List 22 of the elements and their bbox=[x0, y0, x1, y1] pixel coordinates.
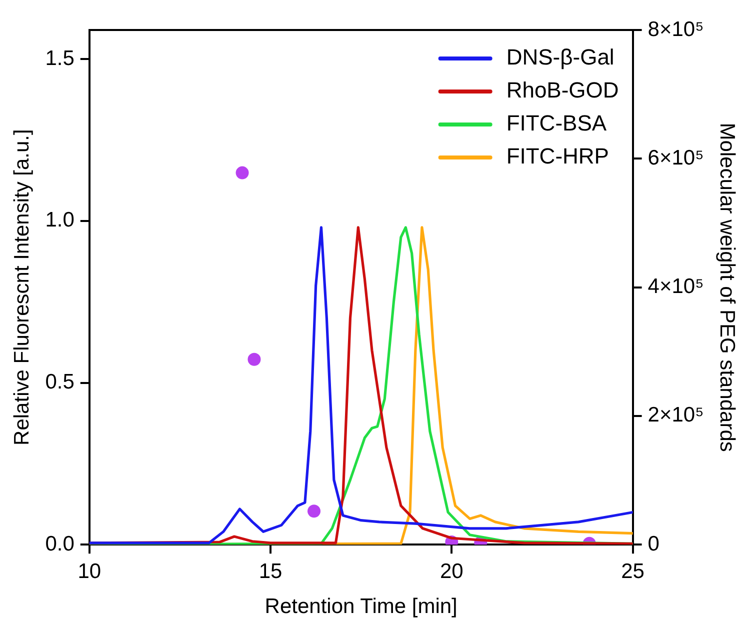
y-tick-label: 0.5 bbox=[45, 370, 74, 394]
x-tick-label: 25 bbox=[621, 560, 644, 583]
y2-tick-label: 8×10⁵ bbox=[648, 18, 704, 41]
y-tick-label: 1.5 bbox=[45, 46, 74, 70]
legend-label: RhoB-GOD bbox=[506, 78, 619, 103]
y-tick-label: 1.0 bbox=[45, 208, 74, 232]
legend-label: FITC-BSA bbox=[506, 110, 607, 136]
x-tick-label: 20 bbox=[440, 560, 464, 583]
point bbox=[248, 352, 261, 366]
y-tick-label: 0.0 bbox=[45, 532, 74, 556]
y2-tick-label: 0 bbox=[648, 532, 660, 556]
x-axis-title: Retention Time [min] bbox=[264, 595, 458, 618]
legend-label: DNS-β-Gal bbox=[506, 44, 614, 70]
y2-tick-label: 6×10⁵ bbox=[648, 146, 704, 170]
y2-axis-title: Molecular weight of PEG standards bbox=[716, 122, 739, 452]
x-tick-label: 10 bbox=[78, 560, 102, 583]
legend-label: FITC-HRP bbox=[506, 144, 609, 169]
point bbox=[236, 166, 249, 180]
y-axis-title: Relative Fluorescnt Intensity [a.u.] bbox=[10, 129, 34, 446]
x-tick-label: 15 bbox=[258, 560, 282, 583]
y2-tick-label: 4×10⁵ bbox=[648, 275, 704, 298]
y2-tick-label: 2×10⁵ bbox=[648, 404, 704, 427]
